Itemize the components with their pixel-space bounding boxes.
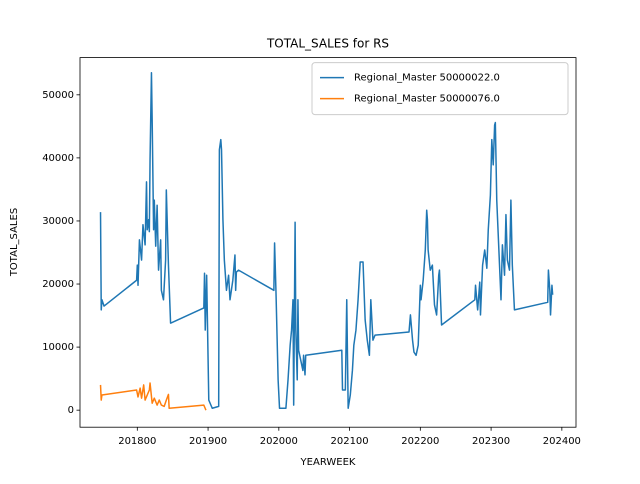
x-tick-label: 202100 bbox=[330, 436, 368, 447]
y-tick-label: 10000 bbox=[42, 342, 74, 353]
plot-frame bbox=[79, 57, 577, 428]
y-tick-label: 20000 bbox=[42, 279, 74, 290]
y-axis-label: TOTAL_SALES bbox=[9, 208, 20, 277]
y-tick-label: 40000 bbox=[42, 153, 74, 164]
x-tick-label: 202400 bbox=[543, 436, 581, 447]
legend-label: Regional_Master 50000076.0 bbox=[354, 94, 500, 105]
series-line bbox=[99, 382, 207, 411]
x-tick-label: 201800 bbox=[118, 436, 156, 447]
y-tick-label: 50000 bbox=[42, 90, 74, 101]
x-tick-label: 202300 bbox=[472, 436, 510, 447]
chart-title: TOTAL_SALES for RS bbox=[266, 37, 389, 51]
y-tick-label: 30000 bbox=[42, 216, 74, 227]
x-tick-label: 201900 bbox=[189, 436, 227, 447]
x-axis-label: YEARWEEK bbox=[300, 457, 356, 468]
legend-box bbox=[311, 62, 569, 116]
legend-label: Regional_Master 50000022.0 bbox=[354, 73, 500, 84]
x-tick-label: 202000 bbox=[260, 436, 298, 447]
series-line bbox=[99, 71, 554, 410]
y-tick-label: 0 bbox=[68, 405, 74, 416]
x-tick-label: 202200 bbox=[401, 436, 439, 447]
